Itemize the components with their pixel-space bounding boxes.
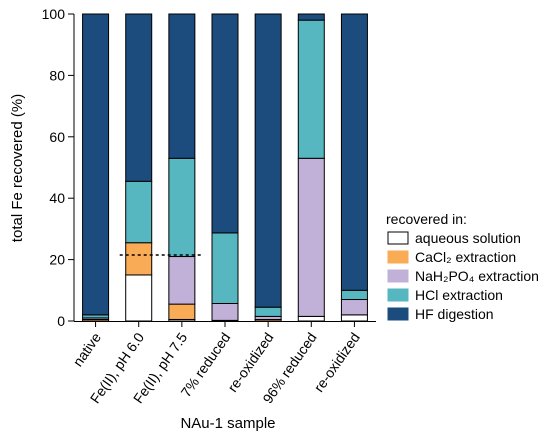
legend-swatch-cacl-extraction bbox=[387, 250, 409, 264]
bar-aqueous-solution-6 bbox=[297, 315, 325, 322]
y-tick-label: 0 bbox=[57, 313, 65, 329]
bar-cacl-extraction-2 bbox=[125, 242, 153, 276]
bar-hf-digestion-6 bbox=[297, 13, 325, 21]
legend-swatch-nah-po-extraction bbox=[387, 269, 409, 283]
bar-hf-digestion-1 bbox=[82, 13, 110, 316]
bar-hcl-extraction-4 bbox=[211, 232, 239, 305]
bar-hcl-extraction-7 bbox=[340, 289, 368, 301]
bar-aqueous-solution-7 bbox=[340, 314, 368, 322]
bar-nah-po-extraction-3 bbox=[168, 256, 196, 305]
bar-hf-digestion-4 bbox=[211, 13, 239, 234]
legend-label-hcl-extraction: HCl extraction bbox=[415, 287, 503, 303]
y-tick-label: 80 bbox=[49, 67, 65, 83]
legend-swatch-hf-digestion bbox=[387, 307, 409, 321]
legend-label-cacl-extraction: CaCl₂ extraction bbox=[415, 249, 516, 265]
y-tick-label: 20 bbox=[49, 252, 65, 268]
bar-hcl-extraction-2 bbox=[125, 180, 153, 244]
legend-swatch-hcl-extraction bbox=[387, 288, 409, 302]
y-axis-title: total Fe recovered (%) bbox=[9, 94, 26, 242]
legend-label-nah-po-extraction: NaH₂PO₄ extraction bbox=[415, 268, 539, 284]
bar-nah-po-extraction-4 bbox=[211, 303, 239, 321]
legend-swatch-aqueous-solution bbox=[387, 231, 409, 245]
bar-nah-po-extraction-7 bbox=[340, 299, 368, 316]
legend-label-hf-digestion: HF digestion bbox=[415, 306, 494, 322]
y-tick-label: 60 bbox=[49, 129, 65, 145]
bar-hf-digestion-7 bbox=[340, 13, 368, 291]
y-axis: 0 20 40 60 80 100 bbox=[42, 6, 75, 329]
plot-area bbox=[82, 13, 368, 322]
bar-hf-digestion-2 bbox=[125, 13, 153, 182]
x-axis-title: NAu-1 sample bbox=[180, 415, 275, 432]
legend-title: recovered in: bbox=[386, 211, 467, 227]
bar-hcl-extraction-6 bbox=[297, 19, 325, 159]
bar-hcl-extraction-5 bbox=[254, 306, 282, 317]
y-tick-label: 100 bbox=[42, 6, 66, 22]
bar-cacl-extraction-3 bbox=[168, 303, 196, 320]
bar-nah-po-extraction-6 bbox=[297, 157, 325, 317]
bar-hf-digestion-5 bbox=[254, 13, 282, 308]
bar-hf-digestion-3 bbox=[168, 13, 196, 159]
x-tick-label-1: native bbox=[69, 329, 104, 369]
bar-aqueous-solution-2 bbox=[125, 274, 153, 322]
legend-label-aqueous-solution: aqueous solution bbox=[415, 230, 521, 246]
bar-hcl-extraction-3 bbox=[168, 157, 196, 258]
y-tick-label: 40 bbox=[49, 190, 65, 206]
legend: recovered in: aqueous solution CaCl₂ extr… bbox=[386, 211, 539, 322]
